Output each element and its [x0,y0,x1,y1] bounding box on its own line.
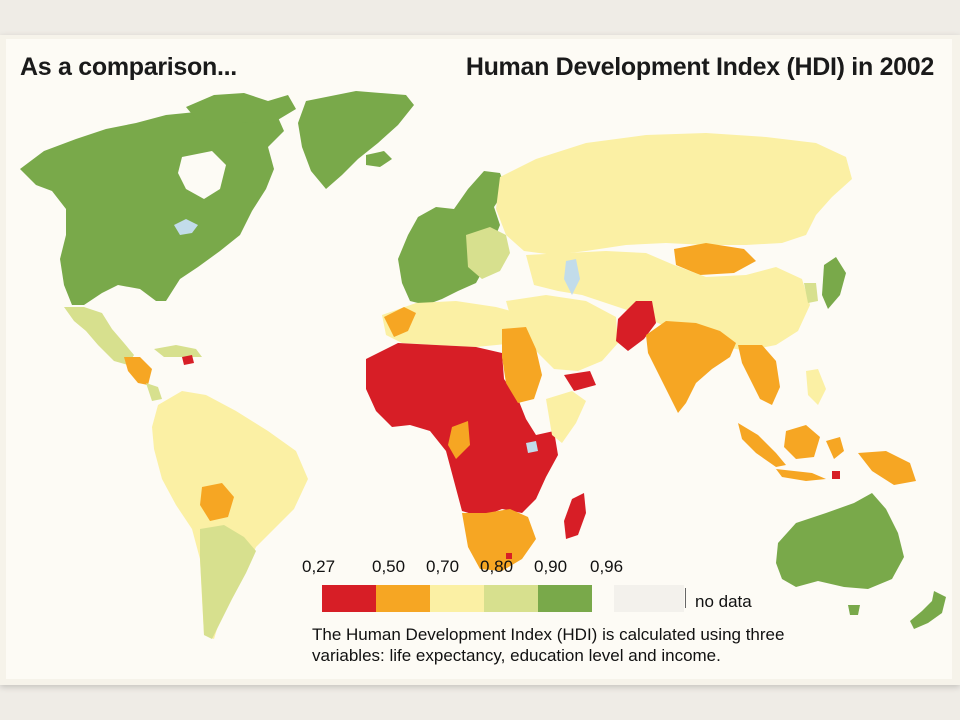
legend-tick: 0,90 [534,557,568,576]
region-gabon [448,421,470,459]
legend-color-bar [322,585,592,612]
region-yemen [564,371,596,391]
legend-swatch [322,585,376,612]
legend-swatch [376,585,430,612]
region-bolivia [200,483,234,521]
region-madagascar [564,493,586,539]
region-indonesia-sumatra [738,423,786,467]
region-north-america [20,109,284,305]
legend-no-data-swatch [614,585,684,612]
legend-swatch [538,585,592,612]
region-mongolia [674,243,756,275]
legend-tick: 0,50 [372,557,406,576]
region-lake-victoria [526,441,538,453]
region-korea [804,283,818,303]
region-philippines [806,369,826,405]
region-hudson-bay [178,151,226,199]
world-map [20,91,946,639]
region-png [832,471,840,479]
caption-line: The Human Development Index (HDI) is cal… [312,625,785,644]
legend-scale: 0,27 0,50 0,70 0,80 0,90 0,96 [302,557,642,579]
legend-tick: 0,70 [426,557,460,576]
region-pakistan [616,301,656,351]
region-tasmania [848,605,860,615]
region-north-africa [382,301,534,347]
region-mexico [64,307,134,365]
region-borneo [784,425,820,459]
region-india [646,321,736,413]
map-panel: As a comparison... Human Development Ind… [6,39,952,679]
legend-swatch [430,585,484,612]
region-australia [776,493,904,589]
region-eastern-europe [466,227,510,279]
region-lesotho [506,553,512,559]
region-indonesia-java [776,469,826,481]
legend-tick: 0,96 [590,557,624,576]
comparison-heading: As a comparison... [20,53,237,81]
region-south-america [152,391,308,639]
region-russia [496,133,852,255]
region-southern-cone [200,525,256,639]
region-caribbean [154,345,202,357]
region-great-lakes [174,219,198,235]
region-central-america [124,357,152,385]
region-southern-africa [462,509,536,571]
region-caspian-sea [564,259,580,295]
caption-line: variables: life expectancy, education le… [312,646,721,665]
legend-no-data-label: no data [695,592,752,611]
legend-tick: 0,80 [480,557,514,576]
region-china-central-asia [526,251,810,351]
slide-frame: As a comparison... Human Development Ind… [0,35,960,685]
region-sulawesi-papua [826,437,916,485]
region-horn-of-africa [546,391,586,443]
legend-swatch [484,585,538,612]
region-japan [822,257,846,309]
region-greenland [298,91,414,189]
region-southeast-asia [738,345,780,405]
legend-tick: 0,27 [302,557,336,576]
region-middle-east [506,295,618,371]
region-haiti [182,355,194,365]
region-iceland [366,151,392,167]
region-morocco [384,307,416,337]
region-central-america-south [146,383,162,401]
region-new-zealand [910,591,946,629]
map-title: Human Development Index (HDI) in 2002 [465,53,934,81]
legend-separator [685,588,686,608]
hdi-caption: The Human Development Index (HDI) is cal… [312,624,932,666]
region-arctic-islands [186,93,296,123]
region-sudan [502,327,542,403]
